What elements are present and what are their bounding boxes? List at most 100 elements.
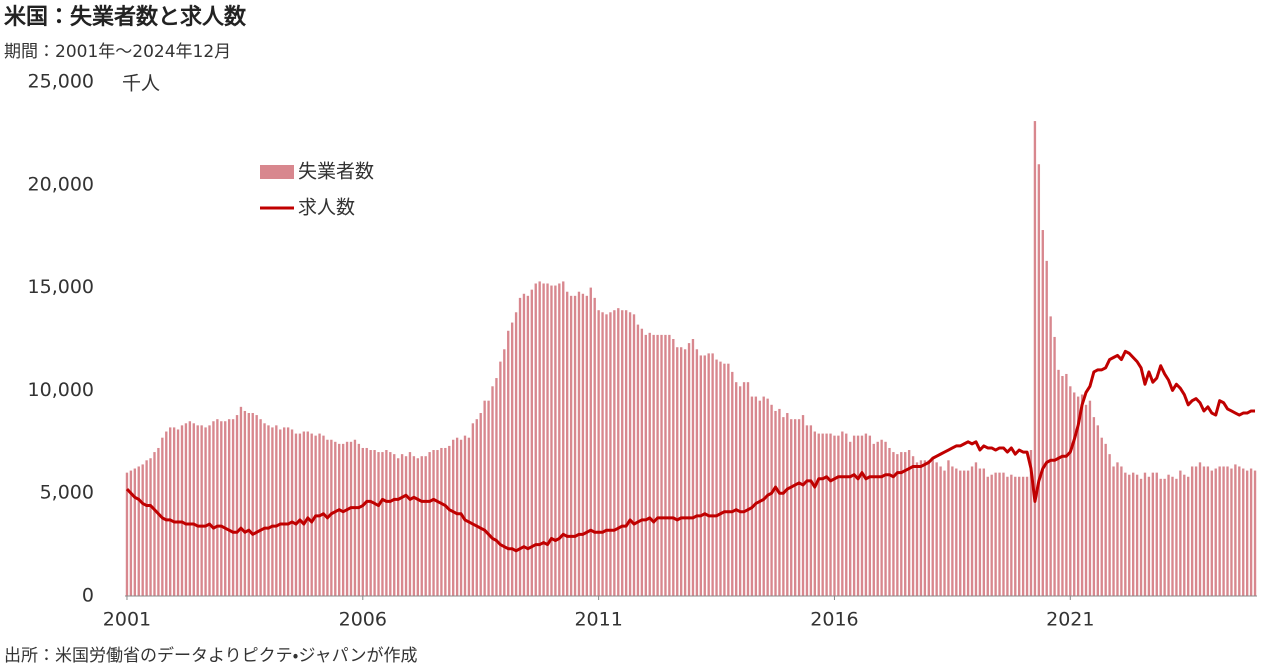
y-tick-label: 20,000: [28, 173, 94, 195]
bar: [668, 334, 671, 596]
bar: [408, 452, 412, 596]
bar: [243, 410, 247, 596]
bar: [915, 462, 919, 596]
bar: [699, 355, 703, 596]
bar: [1021, 476, 1025, 596]
chart-title: 米国：失業者数と求人数: [4, 4, 247, 30]
bar: [703, 355, 706, 596]
bar: [1139, 478, 1143, 596]
bar: [463, 435, 467, 596]
x-tick-label: 2011: [574, 609, 622, 631]
bar: [279, 429, 282, 596]
bar: [695, 349, 699, 596]
bar: [165, 431, 168, 596]
bar: [1210, 470, 1213, 596]
bar: [809, 425, 813, 596]
bar: [302, 431, 306, 596]
bar: [962, 470, 966, 596]
bar: [990, 474, 993, 596]
bar: [652, 334, 655, 596]
bar: [959, 470, 962, 596]
bar: [593, 297, 596, 596]
bar: [338, 443, 341, 596]
bar: [786, 413, 789, 596]
bar: [180, 425, 184, 596]
bar: [267, 425, 270, 596]
bar: [1014, 476, 1017, 596]
bar: [176, 429, 180, 596]
bar: [1218, 466, 1221, 596]
bar: [208, 425, 211, 596]
bar: [227, 419, 231, 596]
bar: [577, 291, 581, 596]
bar: [424, 456, 427, 596]
bar: [770, 404, 773, 596]
bar: [923, 460, 927, 596]
bar: [263, 423, 266, 596]
bar: [365, 447, 368, 596]
bar: [793, 419, 797, 596]
bar: [829, 433, 832, 596]
bar: [943, 470, 946, 596]
bar: [330, 439, 333, 596]
bar: [1073, 392, 1076, 596]
bar: [833, 435, 836, 596]
bar: [1108, 454, 1111, 596]
bar: [778, 408, 781, 596]
bar: [907, 450, 911, 596]
bar: [562, 281, 565, 596]
bar: [357, 443, 361, 596]
source-note: 出所：米国労働省のデータよりピクテ・ジャパンが作成: [4, 645, 417, 666]
bar: [1084, 404, 1088, 596]
bar: [746, 382, 750, 596]
bar: [628, 312, 632, 596]
y-tick-label: 10,000: [28, 379, 94, 401]
bar: [1183, 474, 1186, 596]
bar: [790, 419, 793, 596]
bar: [184, 423, 188, 596]
bar: [931, 458, 934, 596]
bar: [821, 433, 824, 596]
bar: [660, 334, 663, 596]
bar: [546, 283, 549, 596]
bar: [373, 450, 376, 596]
bar: [125, 472, 129, 596]
bar: [648, 332, 651, 596]
bar: [876, 441, 879, 596]
bar: [978, 468, 982, 596]
bar: [1120, 466, 1123, 596]
bar: [275, 425, 278, 596]
bar: [974, 462, 978, 596]
bar: [939, 466, 942, 596]
bar: [542, 283, 545, 596]
bar: [1143, 472, 1147, 596]
bar: [286, 427, 290, 596]
bar: [597, 310, 600, 596]
bar: [1061, 376, 1064, 596]
bar: [459, 439, 463, 596]
bar: [251, 413, 254, 596]
bar: [998, 472, 1001, 596]
bar: [872, 443, 875, 596]
bar: [731, 371, 734, 596]
bar: [157, 447, 160, 596]
bar: [691, 339, 695, 596]
bar: [849, 441, 852, 596]
bar: [475, 419, 478, 596]
bar: [1041, 230, 1044, 597]
x-tick-label: 2021: [1046, 609, 1094, 631]
bar: [495, 378, 498, 596]
bar: [1029, 450, 1033, 596]
bar: [919, 460, 923, 596]
bar: [231, 419, 235, 596]
bar: [1124, 472, 1127, 596]
bar: [389, 452, 392, 596]
bar: [754, 396, 758, 596]
bar: [1214, 468, 1217, 596]
legend-label: 求人数: [298, 197, 355, 219]
bar: [605, 314, 608, 596]
bar: [644, 334, 647, 596]
x-tick-label: 2006: [339, 609, 387, 631]
bar: [259, 419, 262, 596]
